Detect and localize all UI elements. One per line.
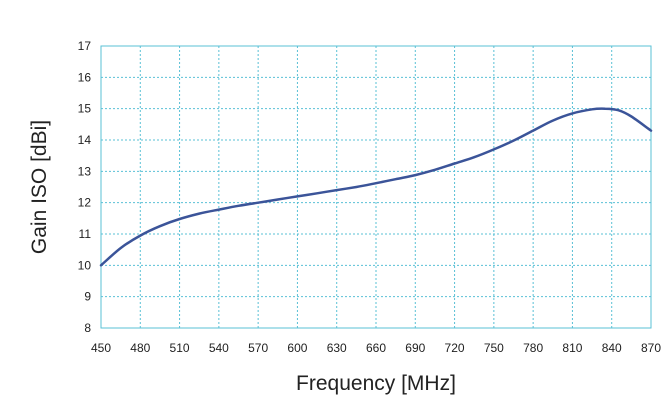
x-tick-label-1: 480 bbox=[130, 341, 150, 355]
y-tick-label-4: 12 bbox=[78, 196, 92, 210]
y-tick-label-9: 17 bbox=[78, 39, 92, 53]
y-tick-label-7: 15 bbox=[78, 102, 92, 116]
x-tick-label-8: 690 bbox=[405, 341, 425, 355]
series-line-0 bbox=[99, 107, 653, 267]
x-tick-label-11: 780 bbox=[523, 341, 543, 355]
x-axis-label: Frequency [MHz] bbox=[296, 372, 456, 395]
x-tick-label-10: 750 bbox=[484, 341, 504, 355]
x-tick-labels: 450 480 510 540 570 600 630 660 690 720 750 780 810 8… bbox=[91, 341, 661, 355]
x-tick-label-2: 510 bbox=[170, 341, 190, 355]
y-tick-label-5: 13 bbox=[78, 164, 92, 178]
series-curve-group bbox=[99, 107, 653, 267]
y-tick-label-3: 11 bbox=[79, 227, 92, 241]
y-tick-labels: 8 9 10 11 12 13 14 15 16 17 bbox=[78, 39, 92, 335]
x-tick-label-4: 570 bbox=[248, 341, 268, 355]
x-tick-label-13: 840 bbox=[602, 341, 622, 355]
y-tick-label-2: 10 bbox=[78, 258, 92, 272]
y-tick-label-6: 14 bbox=[78, 133, 92, 147]
grid bbox=[100, 45, 652, 329]
x-tick-label-9: 720 bbox=[445, 341, 465, 355]
x-tick-label-3: 540 bbox=[209, 341, 229, 355]
x-tick-label-14: 870 bbox=[641, 341, 661, 355]
x-tick-label-7: 660 bbox=[366, 341, 386, 355]
y-tick-label-8: 16 bbox=[78, 70, 92, 84]
y-tick-label-0: 8 bbox=[84, 321, 91, 335]
x-tick-label-0: 450 bbox=[91, 341, 111, 355]
plot-area-frame bbox=[100, 45, 652, 329]
y-tick-label-1: 9 bbox=[84, 290, 91, 304]
x-tick-label-12: 810 bbox=[562, 341, 582, 355]
x-tick-label-5: 600 bbox=[287, 341, 307, 355]
x-tick-label-6: 630 bbox=[327, 341, 347, 355]
y-axis-label: Gain ISO [dBi] bbox=[28, 120, 51, 254]
